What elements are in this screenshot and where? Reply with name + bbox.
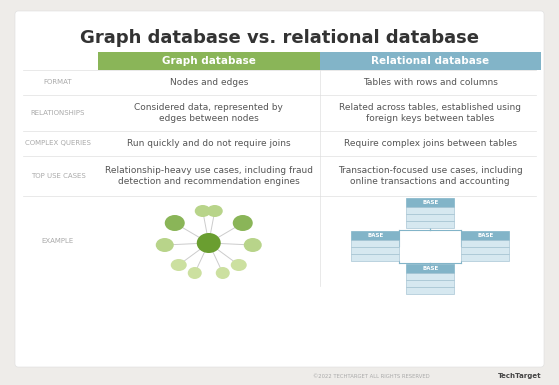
Text: Graph database: Graph database	[162, 56, 255, 66]
Text: Graph database vs. relational database: Graph database vs. relational database	[80, 29, 479, 47]
Bar	[351, 240, 399, 247]
Text: ©2022 TECHTARGET ALL RIGHTS RESERVED: ©2022 TECHTARGET ALL RIGHTS RESERVED	[314, 373, 430, 378]
Bar	[351, 247, 399, 254]
Ellipse shape	[244, 238, 262, 252]
Bar	[406, 264, 454, 273]
Ellipse shape	[165, 215, 185, 231]
Text: BASE: BASE	[477, 233, 494, 238]
Text: Related across tables, established using
foreign keys between tables: Related across tables, established using…	[339, 102, 521, 124]
Bar	[406, 214, 454, 221]
Text: Require complex joins between tables: Require complex joins between tables	[344, 139, 517, 148]
FancyBboxPatch shape	[15, 11, 544, 367]
Bar	[320, 52, 541, 70]
Text: TechTarget: TechTarget	[498, 373, 541, 379]
Text: BASE: BASE	[422, 266, 438, 271]
Text: Relational database: Relational database	[371, 56, 489, 66]
Ellipse shape	[156, 238, 174, 252]
Text: BASE: BASE	[367, 233, 383, 238]
Text: RELATIONSHIPS: RELATIONSHIPS	[31, 110, 85, 116]
Ellipse shape	[233, 215, 253, 231]
Ellipse shape	[188, 267, 202, 279]
Ellipse shape	[207, 205, 222, 217]
Bar	[406, 207, 454, 214]
Ellipse shape	[197, 233, 221, 253]
Ellipse shape	[216, 267, 230, 279]
Bar	[406, 273, 454, 280]
Text: BASE: BASE	[422, 200, 438, 205]
Bar	[461, 254, 509, 261]
Text: EXAMPLE: EXAMPLE	[42, 238, 74, 244]
Bar	[461, 247, 509, 254]
Text: TOP USE CASES: TOP USE CASES	[31, 173, 86, 179]
Text: Tables with rows and columns: Tables with rows and columns	[363, 78, 498, 87]
Bar	[461, 231, 509, 240]
Text: Nodes and edges: Nodes and edges	[169, 78, 248, 87]
Ellipse shape	[195, 205, 211, 217]
Text: COMPLEX QUERIES: COMPLEX QUERIES	[25, 141, 91, 147]
Text: Considered data, represented by
edges between nodes: Considered data, represented by edges be…	[134, 102, 283, 124]
Text: Transaction-focused use cases, including
online transactions and accounting: Transaction-focused use cases, including…	[338, 166, 523, 186]
Ellipse shape	[231, 259, 247, 271]
Bar	[406, 198, 454, 207]
Bar	[351, 254, 399, 261]
Bar	[98, 52, 320, 70]
Text: FORMAT: FORMAT	[44, 79, 72, 85]
Text: Relationship-heavy use cases, including fraud
detection and recommendation engin: Relationship-heavy use cases, including …	[105, 166, 312, 186]
Bar	[406, 287, 454, 294]
Bar	[461, 240, 509, 247]
Ellipse shape	[170, 259, 187, 271]
Bar	[351, 231, 399, 240]
Text: Run quickly and do not require joins: Run quickly and do not require joins	[127, 139, 291, 148]
Bar	[406, 280, 454, 287]
Bar	[406, 221, 454, 228]
